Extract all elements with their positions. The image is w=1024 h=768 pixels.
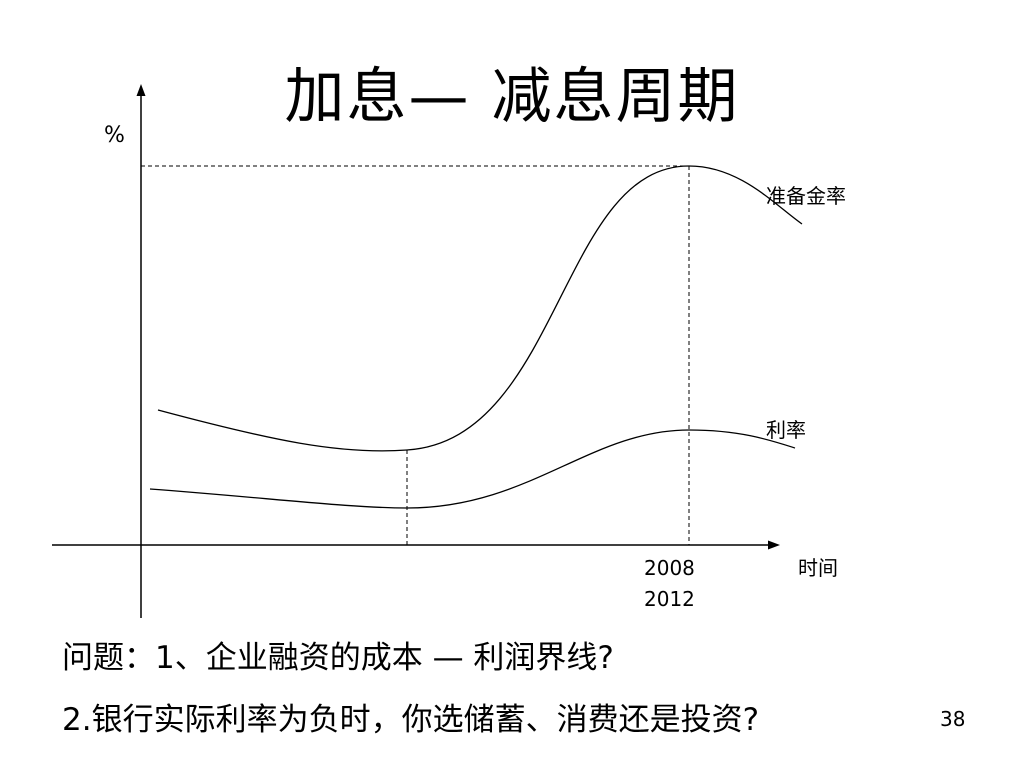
x-tick-label-2012: 2012 <box>644 587 695 611</box>
reserve-ratio-curve <box>157 165 803 452</box>
reserve-ratio-label: 准备金率 <box>766 184 846 208</box>
slide-title: 加息— 减息周期 <box>284 62 740 132</box>
interest-rate-label: 利率 <box>766 418 806 442</box>
x-tick-label-2008: 2008 <box>644 556 695 580</box>
interest-rate-curve <box>149 429 796 509</box>
question-1: 问题：1、企业融资的成本 — 利润界线? <box>62 640 614 676</box>
x-axis-label: 时间 <box>798 556 838 580</box>
y-axis-arrow <box>136 84 146 96</box>
page-number: 38 <box>940 707 966 731</box>
x-axis-arrow <box>768 540 780 550</box>
y-axis-label: % <box>104 123 125 148</box>
question-2: 2.银行实际利率为负时，你选储蓄、消费还是投资? <box>62 702 760 738</box>
